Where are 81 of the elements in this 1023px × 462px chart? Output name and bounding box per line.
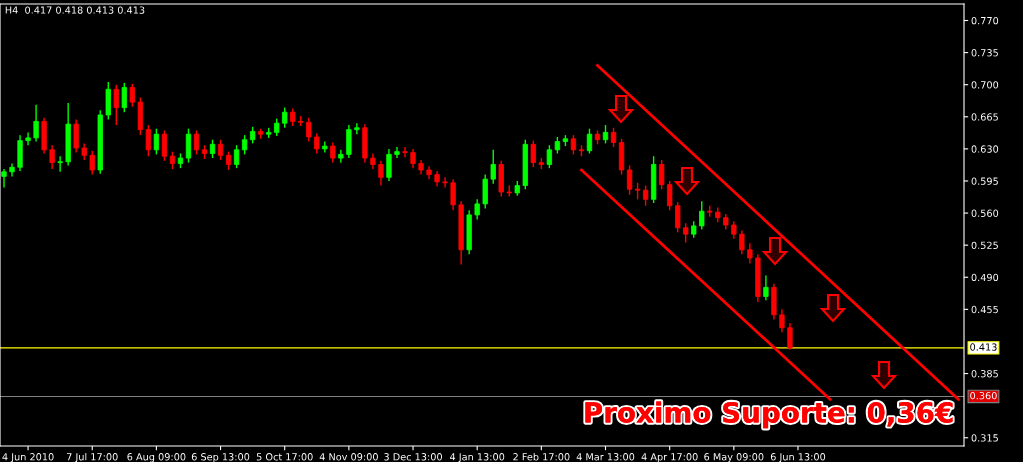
candlestick [402,146,408,158]
candlestick [121,82,127,113]
x-tick-label: 4 Jan 13:00 [449,453,505,462]
y-tick-label: 0.385 [971,370,998,378]
y-tick-label: 0.315 [971,434,998,442]
candlestick [675,201,681,234]
x-tick-label: 5 Oct 17:00 [256,453,313,461]
candlestick [378,160,384,187]
x-tick-label: 3 Dec 13:00 [384,453,442,461]
candlestick [241,134,248,156]
candlestick [185,128,192,164]
candlestick [546,144,553,169]
x-tick-label: 4 Apr 17:00 [641,453,698,462]
candlestick [763,274,769,301]
candlestick [683,222,689,244]
candlestick [626,164,633,196]
candlestick [779,308,785,333]
candlestick [570,134,577,156]
x-tick-label: 2 Feb 17:00 [513,452,570,461]
ref-line-label: 0.413 [970,343,997,351]
candlestick [314,132,320,155]
x-tick-label: 6 Jun 13:00 [770,453,826,462]
candlestick [586,128,593,155]
candlestick [217,139,224,161]
x-tick-label: 4 Nov 09:00 [319,453,378,461]
candlestick [306,117,312,143]
annotation: Proximo Suporte: 0,36€ [585,401,953,429]
candlestick [145,124,152,157]
y-tick-label: 0.700 [971,81,999,89]
candlestick [602,124,609,145]
candlestick [386,148,392,182]
candlestick [394,146,400,159]
y-tick-label: 0.665 [971,113,998,121]
ref-line-label: 0.360 [970,391,997,400]
candlestick [129,83,135,108]
y-tick-label: 0.770 [971,16,999,25]
candlestick [642,184,649,207]
candlestick [699,200,705,231]
candlestick [73,118,79,154]
candlestick [610,127,617,148]
candlestick [233,144,240,169]
candlestick [282,106,288,129]
y-tick-label: 0.490 [971,273,999,282]
candlestick [161,129,168,162]
candlestick [490,149,496,185]
candlestick [113,84,119,126]
x-tick-label: 6 Aug 09:00 [127,453,186,462]
y-tick-label: 0.735 [971,49,998,57]
candlestick [49,144,55,170]
candlestick [330,141,336,164]
candlestick [193,129,200,156]
y-tick-label: 0.630 [971,145,999,153]
y-tick-label: 0.455 [971,305,998,314]
candlestick [410,148,416,169]
x-tick-label: 6 Sep 13:00 [191,453,250,462]
y-tick-label: 0.595 [971,177,998,185]
candlestick [530,139,536,168]
candlestick [153,128,160,156]
candlestick [354,122,360,135]
candlestick [209,139,216,159]
candlestick [747,242,753,265]
candlestick [658,159,665,190]
candlestick [25,131,31,146]
candlestick [1,168,7,189]
candlestick [739,229,745,256]
candlestick [787,322,793,351]
x-tick-label: 6 May 09:00 [704,453,764,462]
candlestick [442,176,448,189]
y-tick-label: 0.560 [971,209,999,217]
x-tick-label: 4 Mar 13:00 [576,453,635,461]
x-tick-label: 7 Jul 17:00 [66,452,118,462]
x-tick-label: 4 Jun 2010 [2,453,54,462]
candlestick [33,104,39,143]
candlestick [225,150,232,171]
candlestick [89,150,95,176]
candlestick [667,180,673,212]
candlestick [474,198,480,221]
candlestick [450,178,456,212]
candlestick [57,155,63,173]
chart-title: H4 0.417 0.418 0.413 0.413 [5,6,145,14]
y-tick-label: 0.525 [971,241,998,250]
